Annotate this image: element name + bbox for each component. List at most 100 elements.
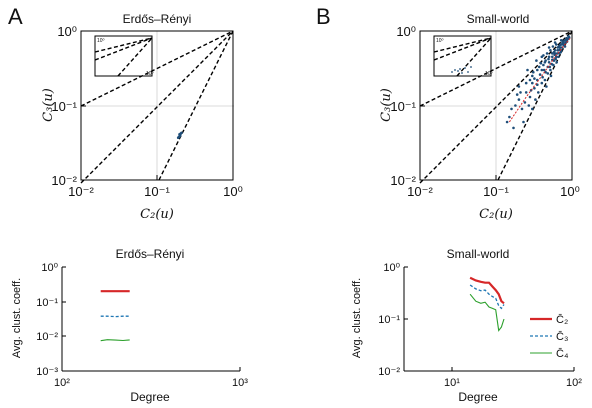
sw-series-line-c4 bbox=[469, 293, 505, 332]
sw-degree-ytick-label-1: 10⁻¹ bbox=[378, 314, 400, 326]
sw-xtick-label-0: 10⁻² bbox=[407, 184, 433, 199]
er-inset-tick-x: 10⁰ bbox=[146, 71, 154, 77]
sw-scatter-point bbox=[542, 68, 546, 72]
sw-scatter-point bbox=[553, 41, 557, 44]
sw-scatter-point bbox=[508, 115, 511, 119]
sw-scatter-point bbox=[527, 104, 531, 107]
sw-inset-lines bbox=[433, 37, 492, 77]
sw-scatter-point bbox=[549, 49, 552, 52]
er-scatter-point bbox=[178, 133, 182, 137]
sw-scatter-point bbox=[539, 61, 543, 65]
sw-scatter-point bbox=[557, 55, 560, 59]
er-ytick-label-1: 10⁻¹ bbox=[51, 99, 77, 114]
sw-degree-xtick-label-1: 10¹ bbox=[444, 377, 460, 389]
sw-scatter-point bbox=[538, 73, 542, 76]
er-xtick-label-0: 10⁻² bbox=[68, 184, 94, 199]
sw-scatter-point bbox=[537, 91, 540, 94]
sw-scatter-point bbox=[551, 55, 554, 59]
sw-scatter-point bbox=[554, 43, 558, 46]
sw-scatter-point bbox=[547, 57, 550, 61]
sw-scatter-point bbox=[540, 68, 544, 72]
sw-scatter-point bbox=[553, 53, 556, 56]
sw-scatter-point bbox=[536, 83, 539, 86]
sw-scatter-point bbox=[532, 70, 535, 74]
sw-degree-title: Small-world bbox=[447, 247, 510, 261]
sw-scatter-point bbox=[549, 74, 553, 78]
sw-scatter-point bbox=[545, 52, 549, 55]
er-ytick-label-2: 10⁰ bbox=[57, 24, 77, 39]
er-ref-line-y-eq-x bbox=[80, 30, 234, 184]
sw-inset-tick-x: 10⁰ bbox=[485, 71, 493, 77]
sw-inset-tick-y: 10⁰ bbox=[436, 38, 444, 44]
sw-degree-ylabel: Avg. clust. coeff. bbox=[351, 278, 363, 358]
sw-inset-point bbox=[454, 69, 456, 71]
sw-scatter-point bbox=[517, 98, 521, 101]
er-inset-tick-y: 10⁰ bbox=[97, 38, 105, 44]
er-scatter-xlabel: C₂(u) bbox=[140, 207, 174, 222]
er-scatter-ylabel: C₃(u) bbox=[41, 88, 56, 122]
er-scatter-title: Erdős–Rényi bbox=[123, 12, 192, 26]
sw-scatter-point bbox=[545, 85, 548, 88]
sw-scatter-ylabel: C₃(u) bbox=[379, 88, 394, 122]
sw-inset-point bbox=[470, 66, 472, 68]
sw-degree-xlabel: Degree bbox=[458, 390, 498, 404]
sw-scatter-point bbox=[517, 85, 521, 88]
sw-scatter-point bbox=[554, 55, 558, 59]
er-ytick-label-0: 10⁻² bbox=[51, 173, 77, 188]
sw-scatter-point bbox=[531, 81, 534, 85]
sw-scatter-point bbox=[531, 74, 534, 78]
sw-inset-point bbox=[461, 72, 463, 74]
sw-inset-point bbox=[451, 71, 453, 73]
sw-scatter-point bbox=[519, 91, 522, 94]
sw-xtick-label-2: 10⁰ bbox=[560, 184, 580, 199]
sw-scatter-point bbox=[564, 38, 568, 42]
er-xtick-label-1: 10⁻¹ bbox=[144, 184, 170, 199]
sw-inset-ref-2 bbox=[456, 37, 492, 77]
er-degree-series bbox=[100, 290, 130, 342]
sw-scatter-point bbox=[553, 49, 557, 52]
sw-scatter-xlabel: C₂(u) bbox=[479, 207, 513, 222]
sw-xtick-label-1: 10⁻¹ bbox=[483, 184, 509, 199]
er-degree-xlabel: Degree bbox=[130, 390, 170, 404]
sw-scatter-point bbox=[528, 95, 532, 99]
sw-scatter-point bbox=[556, 49, 560, 52]
sw-scatter-point bbox=[554, 57, 557, 61]
sw-scatter-point bbox=[541, 75, 544, 79]
sw-degree-series bbox=[469, 276, 505, 332]
sw-inset-ref-1 bbox=[433, 37, 492, 61]
sw-scatter-plot: Small-world 10⁰ 10⁰ bbox=[379, 12, 580, 222]
er-degree-title: Erdős–Rényi bbox=[116, 247, 185, 261]
er-scatter-points bbox=[176, 131, 183, 139]
sw-degree-legend: C̄₂ C̄₃ C̄₄ bbox=[530, 313, 569, 360]
sw-scatter-point bbox=[535, 59, 538, 62]
sw-scatter-point bbox=[533, 77, 536, 80]
sw-inset-point bbox=[459, 68, 461, 70]
sw-scatter-point bbox=[537, 65, 541, 69]
sw-scatter-point bbox=[515, 93, 519, 96]
er-inset-ref-2 bbox=[117, 37, 153, 77]
sw-inset-point bbox=[457, 70, 459, 72]
legend-label-c4: C̄₄ bbox=[556, 347, 569, 360]
er-inset-lines bbox=[94, 37, 153, 77]
er-series-line-c4 bbox=[100, 339, 130, 342]
sw-scatter-point bbox=[546, 72, 550, 75]
sw-inset-point bbox=[464, 67, 466, 69]
sw-scatter-point bbox=[547, 55, 551, 59]
sw-scatter-point bbox=[560, 43, 563, 46]
panel-letter-b: B bbox=[316, 4, 331, 29]
sw-scatter-points bbox=[505, 35, 571, 130]
sw-ref-line-y-eq-x bbox=[419, 30, 573, 184]
sw-scatter-point bbox=[543, 61, 547, 64]
sw-scatter-point bbox=[536, 68, 539, 72]
er-inset-ref-3 bbox=[94, 37, 153, 53]
sw-scatter-point bbox=[551, 45, 555, 48]
sw-scatter-point bbox=[523, 101, 527, 104]
sw-scatter-point bbox=[528, 78, 532, 82]
sw-series-line-c2 bbox=[469, 276, 505, 305]
legend-label-c3: C̄₃ bbox=[556, 330, 568, 343]
er-degree-plot: Erdős–Rényi 10⁰ 10⁻¹ 10⁻² 10⁻³ 10² 10³ D… bbox=[11, 247, 248, 404]
sw-scatter-point bbox=[526, 68, 529, 72]
er-degree-xtick-label-0: 10² bbox=[54, 377, 70, 389]
sw-scatter-point bbox=[557, 45, 561, 48]
